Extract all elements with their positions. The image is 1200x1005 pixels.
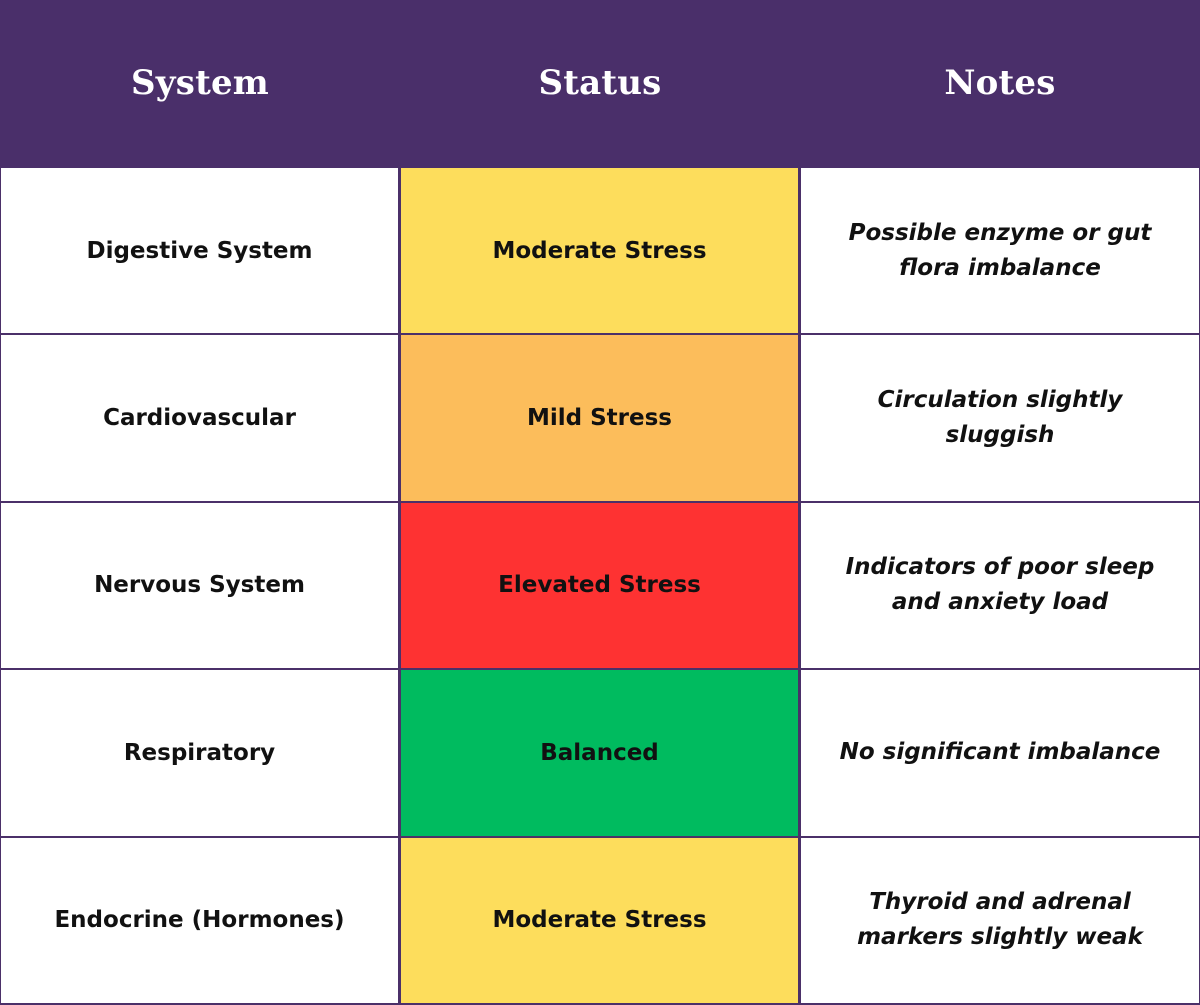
table-row: Nervous System Elevated Stress Indicator… bbox=[0, 502, 1200, 671]
table-body: Digestive System Moderate Stress Possibl… bbox=[0, 168, 1200, 1005]
table-row: Respiratory Balanced No significant imba… bbox=[0, 670, 1200, 838]
system-cell: Cardiovascular bbox=[0, 335, 400, 503]
status-cell: Balanced bbox=[400, 670, 800, 838]
status-cell: Moderate Stress bbox=[400, 837, 800, 1005]
header-notes-label: Notes bbox=[944, 63, 1056, 103]
notes-cell: Indicators of poor sleep and anxiety loa… bbox=[800, 502, 1200, 671]
header-system-label: System bbox=[131, 63, 269, 103]
notes-cell: No significant imbalance bbox=[800, 670, 1200, 838]
table-row: Endocrine (Hormones) Moderate Stress Thy… bbox=[0, 837, 1200, 1005]
header-status-label: Status bbox=[538, 63, 662, 103]
status-cell: Moderate Stress bbox=[400, 168, 800, 336]
table-row: Digestive System Moderate Stress Possibl… bbox=[0, 168, 1200, 336]
system-cell: Endocrine (Hormones) bbox=[0, 837, 400, 1005]
status-cell: Mild Stress bbox=[400, 335, 800, 503]
notes-cell: Circulation slightly sluggish bbox=[800, 335, 1200, 503]
notes-cell: Thyroid and adrenal markers slightly wea… bbox=[800, 837, 1200, 1005]
header-system: System bbox=[0, 0, 400, 168]
system-cell: Respiratory bbox=[0, 670, 400, 838]
header-status: Status bbox=[400, 0, 800, 168]
table-header: System Status Notes bbox=[0, 0, 1200, 168]
system-cell: Digestive System bbox=[0, 168, 400, 336]
status-cell: Elevated Stress bbox=[400, 502, 800, 671]
header-notes: Notes bbox=[800, 0, 1200, 168]
system-cell: Nervous System bbox=[0, 502, 400, 671]
table-row: Cardiovascular Mild Stress Circulation s… bbox=[0, 335, 1200, 503]
notes-cell: Possible enzyme or gut flora imbalance bbox=[800, 168, 1200, 336]
